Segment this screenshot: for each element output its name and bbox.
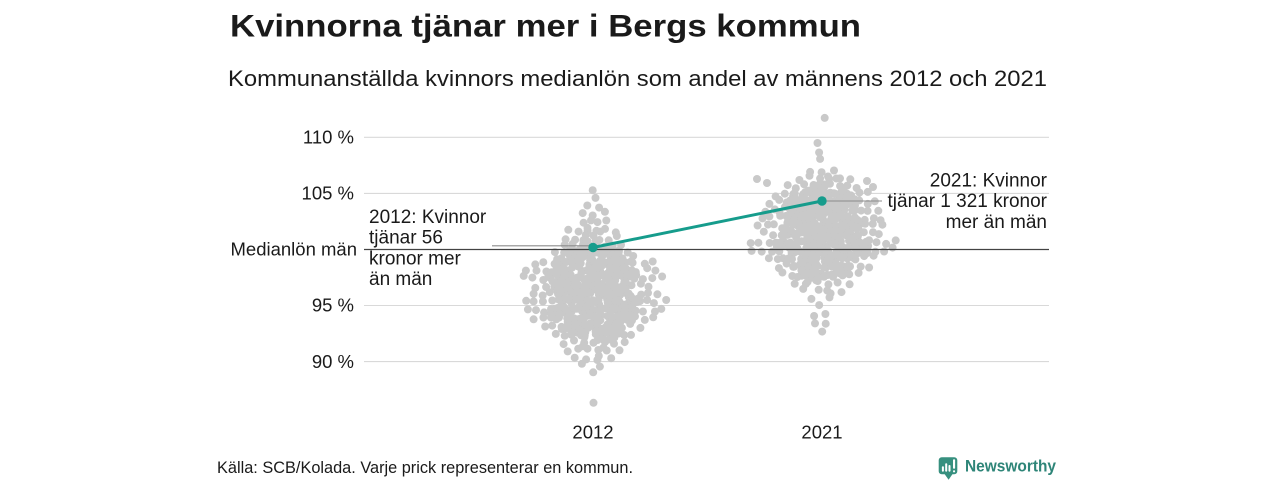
svg-text:Kvinnorna tjänar mer i Bergs k: Kvinnorna tjänar mer i Bergs kommun xyxy=(230,8,861,44)
svg-text:Källa: SCB/Kolada. Varje prick: Källa: SCB/Kolada. Varje prick represent… xyxy=(217,459,633,477)
svg-text:kronor mer: kronor mer xyxy=(369,248,462,269)
svg-text:tjänar 1 321 kronor: tjänar 1 321 kronor xyxy=(888,191,1048,212)
svg-text:än män: än män xyxy=(369,269,432,290)
svg-text:2021: 2021 xyxy=(801,421,842,442)
svg-text:Kommunanställda kvinnors media: Kommunanställda kvinnors medianlön som a… xyxy=(228,66,1047,91)
svg-text:mer än män: mer än män xyxy=(946,212,1047,233)
svg-text:Newsworthy: Newsworthy xyxy=(965,458,1057,476)
svg-text:tjänar 56: tjänar 56 xyxy=(369,228,443,249)
svg-text:95 %: 95 % xyxy=(312,295,354,316)
svg-text:90 %: 90 % xyxy=(312,351,354,372)
svg-text:105 %: 105 % xyxy=(302,183,354,204)
svg-text:2012: 2012 xyxy=(572,421,613,442)
svg-text:110 %: 110 % xyxy=(303,127,354,148)
svg-text:2012: Kvinnor: 2012: Kvinnor xyxy=(369,207,487,228)
svg-text:Medianlön män: Medianlön män xyxy=(231,239,358,260)
svg-text:2021: Kvinnor: 2021: Kvinnor xyxy=(930,171,1048,192)
